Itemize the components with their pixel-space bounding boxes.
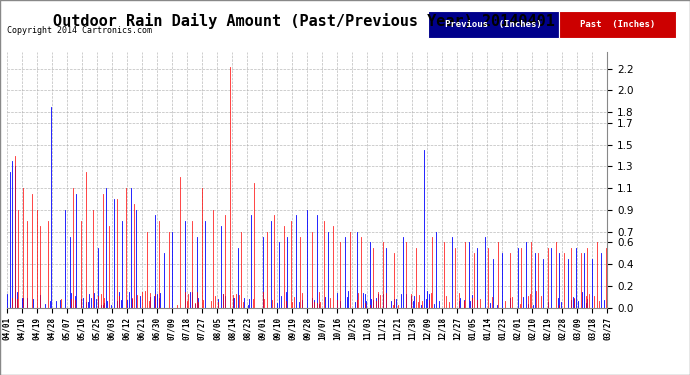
Text: Past  (Inches): Past (Inches) bbox=[580, 20, 656, 29]
Text: Previous  (Inches): Previous (Inches) bbox=[445, 20, 542, 29]
Text: Outdoor Rain Daily Amount (Past/Previous Year) 20140401: Outdoor Rain Daily Amount (Past/Previous… bbox=[52, 13, 555, 29]
Text: Copyright 2014 Cartronics.com: Copyright 2014 Cartronics.com bbox=[7, 26, 152, 35]
